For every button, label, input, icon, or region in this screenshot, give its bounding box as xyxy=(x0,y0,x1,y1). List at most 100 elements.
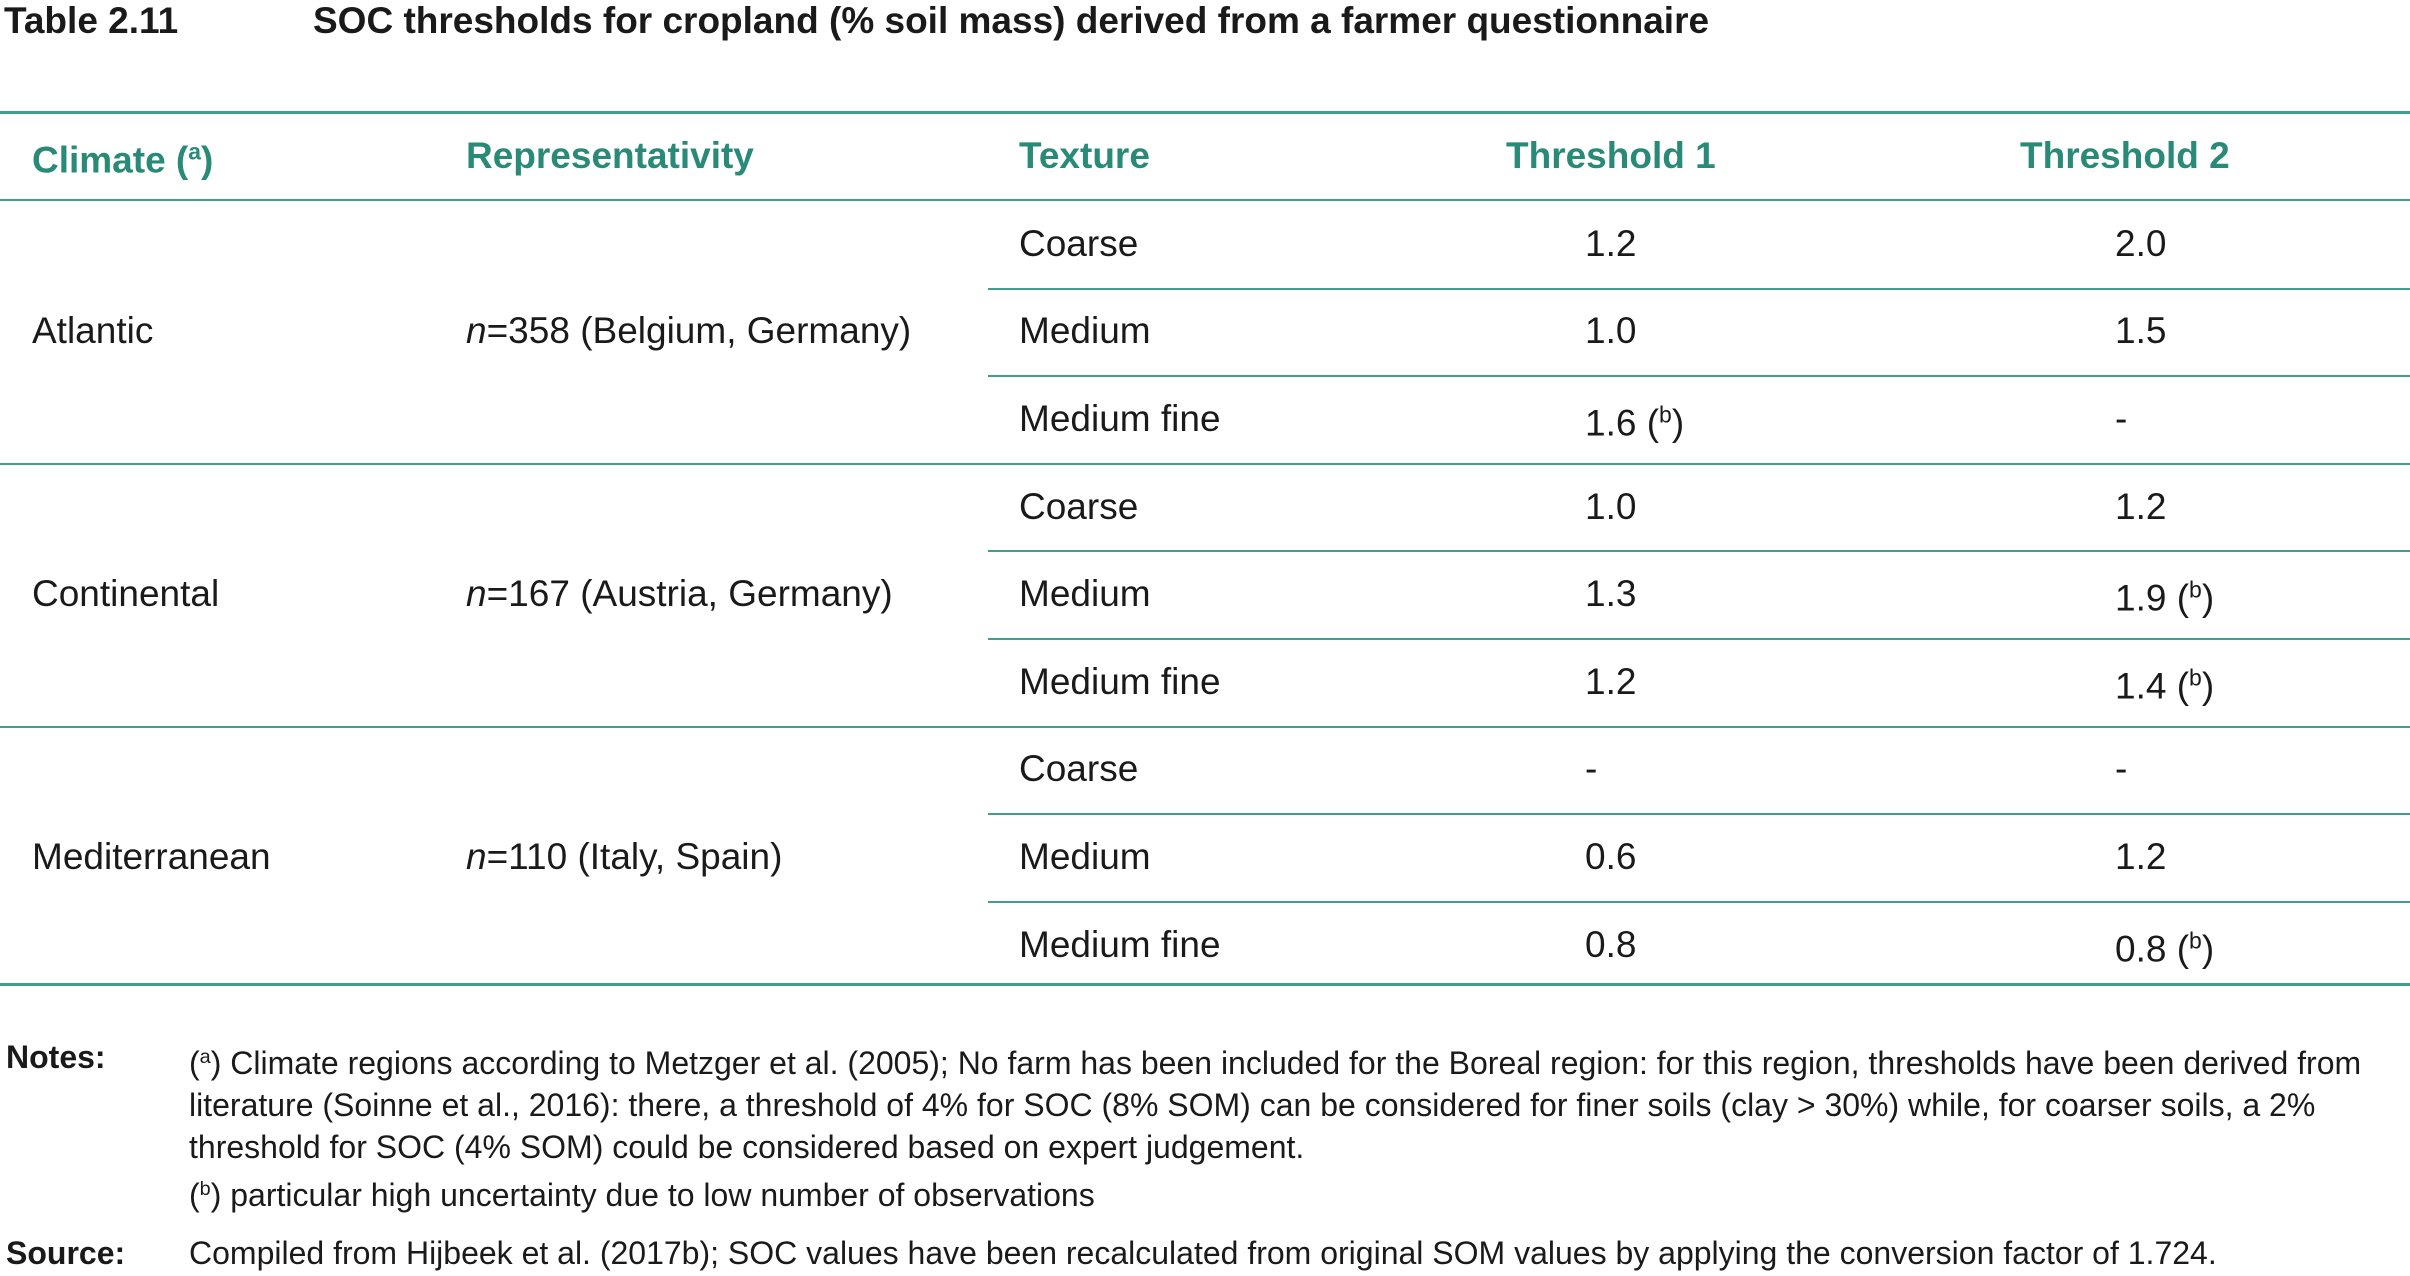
text-text: - xyxy=(2115,398,2128,439)
threshold1-cell: 1.2 xyxy=(1585,222,1636,266)
text-sup: b xyxy=(2189,664,2202,691)
text-text: Climate ( xyxy=(32,139,189,181)
threshold2-cell: 2.0 xyxy=(2115,222,2166,266)
source-label: Source: xyxy=(6,1235,126,1271)
text-close: ) xyxy=(2201,577,2215,619)
threshold2-cell: 0.8 (b) xyxy=(2115,918,2214,971)
row-rule xyxy=(988,550,2410,553)
texture-cell: Medium fine xyxy=(1019,398,1221,439)
text-close: ) xyxy=(2201,665,2215,707)
texture-cell: Medium xyxy=(1019,310,1151,352)
representativity-cell: n=167 (Austria, Germany) xyxy=(466,572,893,616)
bottom-rule xyxy=(0,983,2410,986)
threshold2-cell: 1.4 (b) xyxy=(2115,655,2214,708)
text-text: 0.6 xyxy=(1585,836,1637,877)
texture-cell: Coarse xyxy=(1019,748,1139,790)
threshold2-cell: - xyxy=(2115,397,2127,441)
text-text: 1.2 xyxy=(2115,836,2167,877)
header-cell: Climate (a) xyxy=(32,130,213,183)
text-text: 0.8 xyxy=(1585,923,1637,965)
threshold1-cell: - xyxy=(1585,747,1597,791)
group-rule xyxy=(0,725,2410,728)
texture-cell: Medium xyxy=(1019,573,1151,615)
threshold1-cell: 1.6 (b) xyxy=(1585,393,1684,446)
text-close: ) xyxy=(210,1044,222,1081)
threshold1-cell: 1.0 xyxy=(1585,309,1636,353)
text-text: 1.5 xyxy=(2115,310,2167,352)
text-text: =358 (Belgium, Germany) xyxy=(486,310,912,352)
representativity-cell: n=110 (Italy, Spain) xyxy=(466,835,782,879)
notes-label: Notes: xyxy=(6,1039,106,1075)
text-close: ) xyxy=(210,1176,222,1213)
text-sup: b xyxy=(2189,927,2202,954)
row-rule xyxy=(988,900,2410,903)
text-text: =110 (Italy, Spain) xyxy=(486,836,783,877)
text-var: n xyxy=(466,836,487,877)
text-var: n xyxy=(466,573,487,615)
text-text: 1.3 xyxy=(1585,573,1637,615)
header-rule xyxy=(0,199,2410,201)
header-cell: Threshold 2 xyxy=(2020,134,2230,178)
texture-cell: Coarse xyxy=(1019,222,1139,264)
text-open: ( xyxy=(1636,402,1660,444)
texture-cell: Medium xyxy=(1019,836,1151,877)
texture-cell: Medium fine xyxy=(1019,660,1221,702)
threshold1-cell: 1.3 xyxy=(1585,572,1636,616)
source-text: Compiled from Hijbeek et al. (2017b); SO… xyxy=(189,1235,2217,1271)
threshold2-cell: 1.5 xyxy=(2115,309,2166,353)
text-text: =167 (Austria, Germany) xyxy=(486,573,893,615)
text-text: - xyxy=(1585,748,1598,790)
text-text: 1.6 xyxy=(1585,402,1637,444)
threshold2-cell: 1.2 xyxy=(2115,835,2166,879)
text-open: ( xyxy=(189,1176,200,1213)
threshold2-cell: 1.9 (b) xyxy=(2115,568,2214,621)
note-item: (a) Climate regions according to Metzger… xyxy=(189,1036,2399,1168)
text-close: ) xyxy=(201,139,214,181)
text-text: - xyxy=(2115,748,2128,790)
text-text: 1.2 xyxy=(1585,222,1637,264)
text-close: ) xyxy=(2201,927,2215,969)
threshold1-cell: 1.2 xyxy=(1585,660,1636,704)
text-text: 1.0 xyxy=(1585,310,1637,352)
text-sup: b xyxy=(2189,576,2202,603)
note-item: (b) particular high uncertainty due to l… xyxy=(189,1168,2399,1216)
climate-cell: Continental xyxy=(32,573,220,615)
climate-cell: Mediterranean xyxy=(32,836,271,877)
text-sup: b xyxy=(1659,401,1672,428)
table-title: SOC thresholds for cropland (% soil mass… xyxy=(313,0,1710,41)
text-text: 1.9 xyxy=(2115,577,2167,619)
row-rule xyxy=(988,375,2410,378)
group-rule xyxy=(0,462,2410,465)
text-text: Climate regions according to Metzger et … xyxy=(189,1044,2362,1165)
text-open: ( xyxy=(189,1044,200,1081)
text-text: 1.4 xyxy=(2115,665,2167,707)
text-text: 1.2 xyxy=(1585,660,1637,702)
header-cell: Threshold 1 xyxy=(1506,134,1716,178)
text-text: Threshold 1 xyxy=(1506,135,1716,176)
texture-cell: Medium fine xyxy=(1019,923,1221,965)
text-text: Threshold 2 xyxy=(2020,135,2230,176)
climate-cell: Atlantic xyxy=(32,310,154,352)
representativity-cell: n=358 (Belgium, Germany) xyxy=(466,309,911,353)
text-text: Representativity xyxy=(466,135,754,176)
row-rule xyxy=(988,813,2410,816)
header-cell: Representativity xyxy=(466,134,754,178)
threshold1-cell: 1.0 xyxy=(1585,485,1636,529)
text-close: ) xyxy=(1671,402,1685,444)
text-open: ( xyxy=(2166,927,2190,969)
text-text: 1.2 xyxy=(2115,485,2167,527)
text-sup: b xyxy=(199,1178,211,1200)
texture-cell: Coarse xyxy=(1019,485,1139,527)
text-sup: a xyxy=(188,138,202,165)
threshold2-cell: 1.2 xyxy=(2115,485,2166,529)
top-rule xyxy=(0,111,2410,114)
text-sup: a xyxy=(199,1046,211,1068)
row-rule xyxy=(988,287,2410,290)
threshold1-cell: 0.6 xyxy=(1585,835,1636,879)
header-cell: Texture xyxy=(1019,134,1150,178)
threshold2-cell: - xyxy=(2115,747,2127,791)
text-text: 0.8 xyxy=(2115,927,2167,969)
text-text: 2.0 xyxy=(2115,222,2167,264)
text-text: 1.0 xyxy=(1585,485,1637,527)
